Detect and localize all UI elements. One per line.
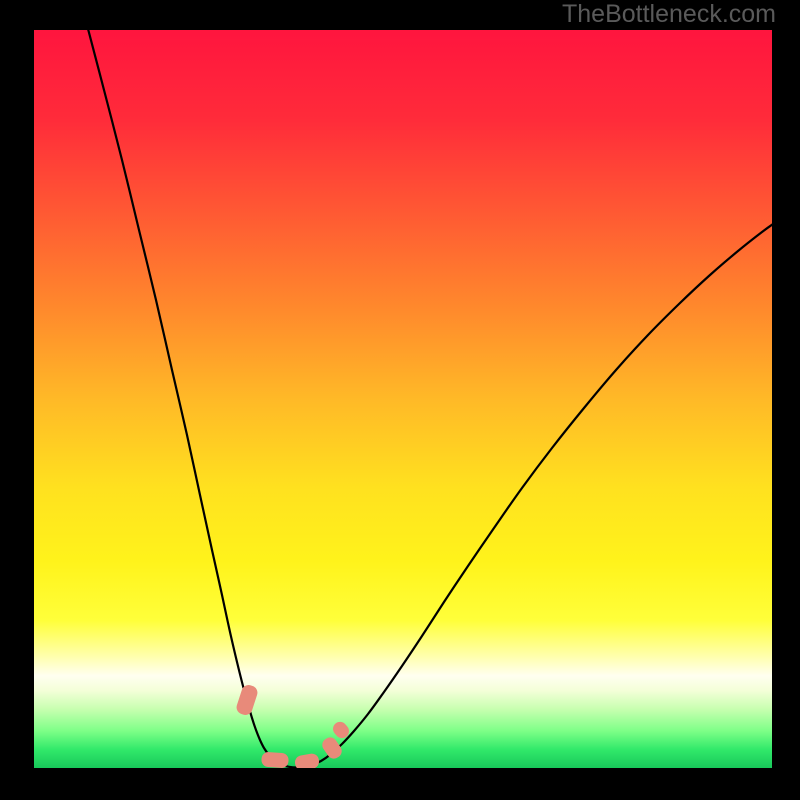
chart-svg xyxy=(34,30,772,768)
valley-marker xyxy=(261,752,289,768)
valley-marker xyxy=(294,753,320,768)
plot-area xyxy=(34,30,772,768)
valley-marker xyxy=(235,683,259,716)
chart-frame: TheBottleneck.com xyxy=(0,0,800,800)
valley-marker xyxy=(320,735,345,762)
watermark-text: TheBottleneck.com xyxy=(562,0,776,29)
bottleneck-curve xyxy=(87,30,772,768)
